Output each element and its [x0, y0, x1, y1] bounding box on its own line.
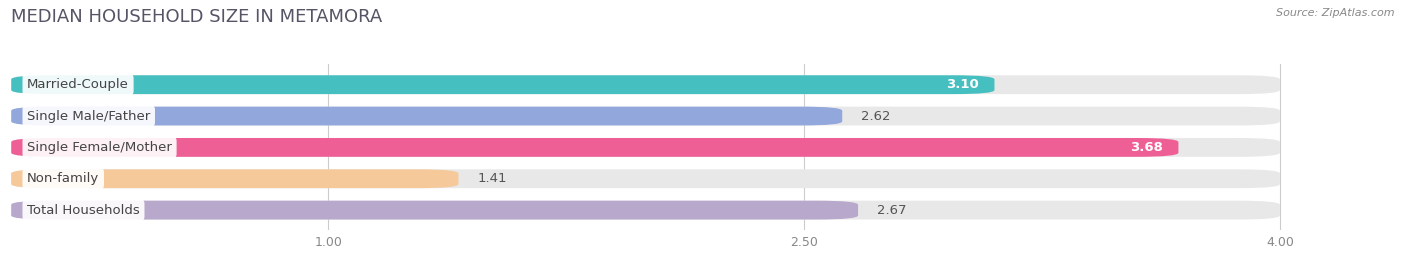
Text: Married-Couple: Married-Couple — [27, 78, 129, 91]
Text: 3.68: 3.68 — [1129, 141, 1163, 154]
FancyBboxPatch shape — [11, 107, 842, 125]
Text: Non-family: Non-family — [27, 172, 100, 185]
FancyBboxPatch shape — [11, 107, 1279, 125]
Text: 2.67: 2.67 — [877, 204, 907, 217]
Text: Total Households: Total Households — [27, 204, 139, 217]
FancyBboxPatch shape — [11, 169, 1279, 188]
FancyBboxPatch shape — [11, 138, 1178, 157]
Text: 3.10: 3.10 — [946, 78, 979, 91]
Text: Single Female/Mother: Single Female/Mother — [27, 141, 172, 154]
FancyBboxPatch shape — [11, 201, 858, 219]
Text: Single Male/Father: Single Male/Father — [27, 110, 150, 122]
FancyBboxPatch shape — [11, 169, 458, 188]
Text: Source: ZipAtlas.com: Source: ZipAtlas.com — [1277, 8, 1395, 18]
Text: 2.62: 2.62 — [862, 110, 891, 122]
FancyBboxPatch shape — [11, 138, 1279, 157]
Text: 1.41: 1.41 — [478, 172, 508, 185]
Text: MEDIAN HOUSEHOLD SIZE IN METAMORA: MEDIAN HOUSEHOLD SIZE IN METAMORA — [11, 8, 382, 26]
FancyBboxPatch shape — [11, 75, 1279, 94]
FancyBboxPatch shape — [11, 201, 1279, 219]
FancyBboxPatch shape — [11, 75, 994, 94]
